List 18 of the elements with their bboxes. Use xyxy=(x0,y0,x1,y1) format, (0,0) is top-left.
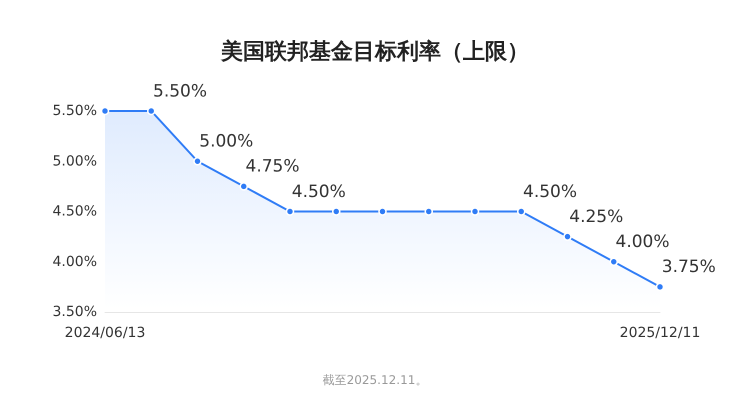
y-tick-label: 5.00% xyxy=(52,153,97,170)
y-tick-label: 5.50% xyxy=(52,103,97,119)
data-label: 3.75% xyxy=(662,257,716,278)
data-label: 4.00% xyxy=(616,232,670,252)
data-label: 4.50% xyxy=(292,182,346,202)
data-label: 4.25% xyxy=(569,206,624,227)
data-label: 5.00% xyxy=(199,132,254,152)
y-tick-label: 4.50% xyxy=(52,204,97,220)
x-tick-label: 2025/12/11 xyxy=(620,325,700,341)
point xyxy=(193,157,202,166)
data-label: 4.75% xyxy=(246,156,300,177)
chart-title: 美国联邦基金目标利率（上限） xyxy=(220,38,529,64)
data-label: 5.50% xyxy=(153,81,208,102)
text: 截至2025.12.11。 xyxy=(322,373,428,387)
y-tick-label: 3.50% xyxy=(52,304,97,320)
x-tick-label: 2024/06/13 xyxy=(64,325,146,341)
data-label: 4.50% xyxy=(523,182,578,202)
y-tick-label: 4.00% xyxy=(52,254,97,270)
